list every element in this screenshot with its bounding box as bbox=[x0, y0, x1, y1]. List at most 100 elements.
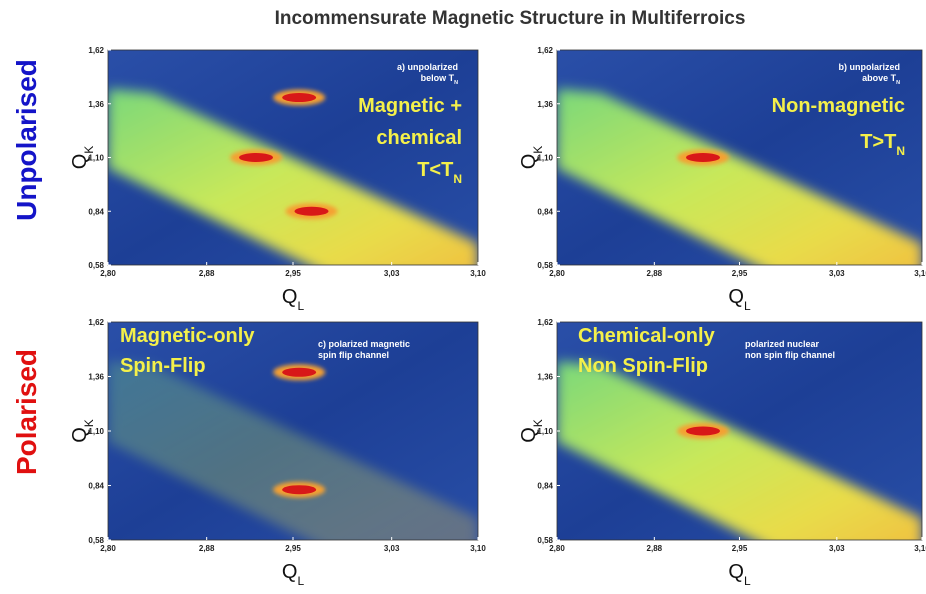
panel-caption-main: a) unpolarized bbox=[397, 62, 458, 72]
panel-annotation-main: Chemical-only bbox=[578, 325, 716, 347]
figure: Incommensurate Magnetic Structure in Mul… bbox=[0, 0, 926, 594]
panel-annotation: Chemical-only bbox=[578, 325, 716, 347]
panel-annotation-main: Magnetic-only bbox=[120, 325, 255, 347]
x-tick-label: 2,95 bbox=[732, 269, 748, 278]
y-tick-label: 1,62 bbox=[88, 46, 104, 55]
x-tick-label: 2,80 bbox=[100, 544, 116, 553]
x-tick-label: 2,88 bbox=[647, 544, 663, 553]
peak bbox=[282, 485, 316, 494]
peak bbox=[686, 427, 720, 436]
panel-caption: a) unpolarized bbox=[397, 62, 458, 72]
panel-caption-main: below T bbox=[421, 73, 455, 83]
x-axis-label-sub: L bbox=[297, 574, 304, 588]
y-tick-label: 0,84 bbox=[537, 207, 553, 216]
y-axis-label-sub: K bbox=[82, 419, 96, 427]
panel-annotation-sub: N bbox=[453, 172, 462, 186]
y-tick-label: 0,84 bbox=[88, 482, 104, 491]
panel-caption: non spin flip channel bbox=[745, 350, 835, 360]
x-tick-label: 3,03 bbox=[384, 269, 400, 278]
x-tick-label: 3,10 bbox=[470, 544, 486, 553]
row-label: Unpolarised bbox=[11, 59, 42, 221]
y-tick-label: 1,36 bbox=[537, 100, 553, 109]
y-axis-label-main: Q bbox=[518, 427, 540, 443]
row-label: Polarised bbox=[11, 349, 42, 475]
x-axis-label-main: Q bbox=[728, 286, 744, 308]
y-axis-label-sub: K bbox=[82, 146, 96, 154]
panel-caption-main: non spin flip channel bbox=[745, 350, 835, 360]
panel-caption-main: c) polarized magnetic bbox=[318, 339, 410, 349]
y-axis-label-main: Q bbox=[69, 154, 91, 170]
peak bbox=[295, 207, 329, 216]
y-tick-label: 1,62 bbox=[537, 318, 553, 327]
x-tick-label: 3,03 bbox=[829, 269, 845, 278]
panel-caption-main: spin flip channel bbox=[318, 350, 389, 360]
panel-annotation: Spin-Flip bbox=[120, 355, 206, 377]
panel-caption-sub: N bbox=[454, 80, 458, 86]
x-tick-label: 2,80 bbox=[549, 544, 565, 553]
panel-annotation-main: T<T bbox=[417, 159, 453, 181]
heatmap bbox=[557, 50, 922, 276]
panel-annotation-main: T>T bbox=[860, 131, 896, 153]
y-tick-label: 1,62 bbox=[88, 318, 104, 327]
panel-caption-sub: N bbox=[896, 80, 900, 86]
panel-caption: spin flip channel bbox=[318, 350, 389, 360]
x-axis-label: QL bbox=[728, 561, 751, 588]
y-tick-label: 1,62 bbox=[537, 46, 553, 55]
panel-annotation-main: Non-magnetic bbox=[772, 95, 905, 117]
y-axis-label-sub: K bbox=[531, 419, 545, 427]
x-tick-label: 2,95 bbox=[285, 544, 301, 553]
figure-title: Incommensurate Magnetic Structure in Mul… bbox=[275, 8, 746, 29]
x-axis-label: QL bbox=[282, 561, 305, 588]
x-tick-label: 3,10 bbox=[914, 269, 926, 278]
y-tick-label: 1,36 bbox=[88, 100, 104, 109]
panel-caption: c) polarized magnetic bbox=[318, 339, 410, 349]
y-axis-label-main: Q bbox=[518, 154, 540, 170]
y-tick-label: 1,36 bbox=[88, 373, 104, 382]
peak bbox=[282, 93, 316, 102]
panel-annotation-main: chemical bbox=[376, 127, 462, 149]
x-tick-label: 3,10 bbox=[914, 544, 926, 553]
peak bbox=[686, 153, 720, 162]
y-tick-label: 0,58 bbox=[537, 261, 553, 270]
panel-annotation: chemical bbox=[376, 127, 462, 149]
panel-caption-main: above T bbox=[862, 73, 897, 83]
y-tick-label: 0,58 bbox=[88, 261, 104, 270]
x-tick-label: 2,95 bbox=[285, 269, 301, 278]
x-tick-label: 2,88 bbox=[199, 269, 215, 278]
x-tick-label: 3,10 bbox=[470, 269, 486, 278]
panel-annotation-main: Non Spin-Flip bbox=[578, 355, 708, 377]
x-tick-label: 3,03 bbox=[829, 544, 845, 553]
x-axis-label-main: Q bbox=[282, 286, 298, 308]
x-tick-label: 2,88 bbox=[647, 269, 663, 278]
panel-annotation-main: Spin-Flip bbox=[120, 355, 206, 377]
x-axis-label-sub: L bbox=[297, 299, 304, 313]
peak bbox=[239, 153, 273, 162]
panel-annotation: Magnetic-only bbox=[120, 325, 255, 347]
x-axis-label: QL bbox=[728, 286, 751, 313]
panel-annotation: Non Spin-Flip bbox=[578, 355, 708, 377]
x-axis-label-sub: L bbox=[744, 574, 751, 588]
x-tick-label: 2,80 bbox=[100, 269, 116, 278]
x-axis-label-main: Q bbox=[282, 561, 298, 583]
panel-caption: polarized nuclear bbox=[745, 339, 820, 349]
panel-annotation: Non-magnetic bbox=[772, 95, 905, 117]
x-tick-label: 2,95 bbox=[732, 544, 748, 553]
panel-caption-main: polarized nuclear bbox=[745, 339, 820, 349]
y-tick-label: 0,84 bbox=[88, 207, 104, 216]
x-tick-label: 2,80 bbox=[549, 269, 565, 278]
panel-annotation-sub: N bbox=[896, 144, 905, 158]
panel-annotation: Magnetic + bbox=[358, 95, 462, 117]
x-axis-label: QL bbox=[282, 286, 305, 313]
y-tick-label: 1,36 bbox=[537, 373, 553, 382]
x-axis-label-main: Q bbox=[728, 561, 744, 583]
peak bbox=[282, 368, 316, 377]
y-axis-label-sub: K bbox=[531, 146, 545, 154]
panel-caption: b) unpolarized bbox=[839, 62, 901, 72]
panel-caption-main: b) unpolarized bbox=[839, 62, 901, 72]
x-axis-label-sub: L bbox=[744, 299, 751, 313]
panel-annotation-main: Magnetic + bbox=[358, 95, 462, 117]
y-axis-label-main: Q bbox=[69, 427, 91, 443]
y-tick-label: 0,58 bbox=[88, 536, 104, 545]
y-tick-label: 0,58 bbox=[537, 536, 553, 545]
x-tick-label: 3,03 bbox=[384, 544, 400, 553]
